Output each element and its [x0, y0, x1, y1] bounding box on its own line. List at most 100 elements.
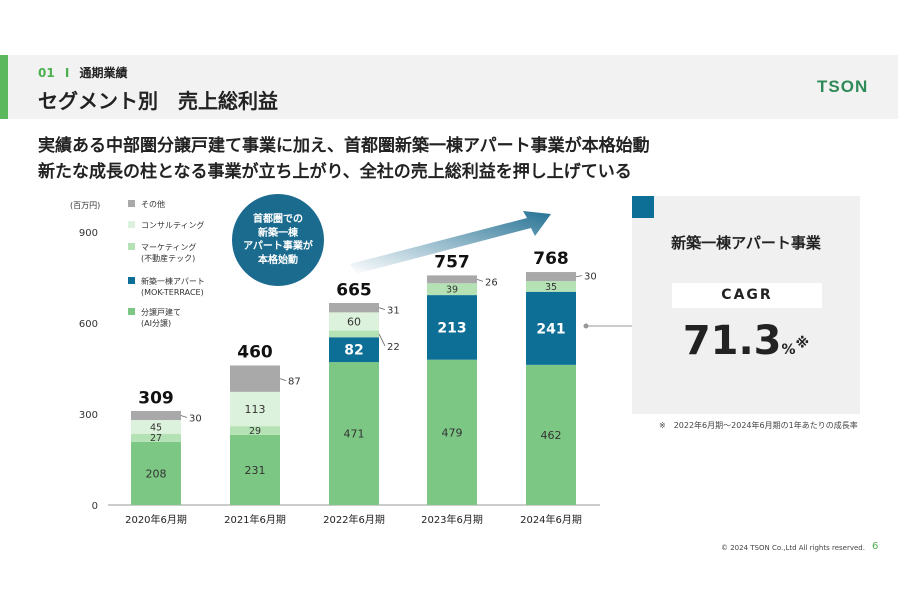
- section-separator: I: [64, 66, 70, 80]
- x-tick-label: 2020年6月期: [125, 513, 187, 526]
- data-label: 27: [150, 433, 162, 444]
- page-number: 6: [872, 541, 879, 552]
- page-title: セグメント別 売上総利益: [38, 89, 278, 113]
- data-label: 39: [446, 285, 458, 296]
- cagr-note-mark: ※: [795, 335, 810, 352]
- legend-label: その他: [141, 199, 165, 209]
- bar-segment: [230, 426, 280, 435]
- cagr-value: 71.3%※: [632, 318, 860, 364]
- legend-label: コンサルティング: [141, 220, 205, 230]
- bar-segment: [427, 283, 477, 296]
- bar-segment: [131, 441, 181, 505]
- panel-title: 新築一棟アパート事業: [671, 234, 821, 252]
- x-tick-label: 2024年6月期: [520, 513, 582, 526]
- bar-segment: [329, 330, 379, 338]
- total-label: 757: [434, 252, 470, 272]
- leader-line: [378, 333, 386, 347]
- data-label: 22: [387, 342, 400, 353]
- bar-segment: [230, 434, 280, 505]
- callout-line: 本格始動: [258, 254, 298, 266]
- headline-line-2: 新たな成長の柱となる事業が立ち上がり、全社の売上総利益を押し上げている: [38, 162, 632, 182]
- bar-segment: [427, 295, 477, 360]
- callout-line: 新築一棟: [258, 227, 298, 239]
- cagr-connector-dot: [583, 323, 589, 329]
- data-label: 231: [245, 464, 266, 477]
- legend-swatch: [128, 308, 135, 315]
- legend-swatch: [128, 243, 135, 250]
- leader-line: [476, 278, 484, 282]
- bar-segment: [526, 291, 576, 365]
- leader-line: [378, 307, 386, 311]
- tson-logo: TSON: [817, 77, 869, 96]
- legend-label: 新築一棟アパート: [141, 276, 205, 286]
- y-tick-label: 300: [79, 410, 98, 421]
- bar-segment: [329, 337, 379, 363]
- panel-marker: [632, 196, 654, 218]
- leader-line: [575, 275, 583, 277]
- legend-label: マーケティング: [141, 242, 196, 252]
- callout-line: 首都圏での: [253, 214, 303, 225]
- bar-segment: [230, 391, 280, 427]
- cagr-unit: %: [781, 342, 796, 358]
- data-label: 208: [146, 467, 167, 480]
- total-label: 665: [336, 280, 372, 300]
- data-label: 60: [347, 315, 361, 328]
- legend-swatch: [128, 277, 135, 284]
- cagr-label: CAGR: [672, 283, 822, 308]
- total-label: 768: [533, 249, 569, 269]
- header-accent-bar: [0, 55, 8, 119]
- data-label: 35: [545, 282, 557, 293]
- bar-segment: [329, 312, 379, 331]
- callout-line: アパート事業が: [243, 241, 313, 252]
- legend-label: (不動産テック): [141, 253, 195, 263]
- data-label: 479: [442, 426, 463, 439]
- y-tick-label: 600: [79, 319, 98, 330]
- header-band: [0, 55, 898, 119]
- cagr-footnote: ※ 2022年6月期～2024年6月期の1年あたりの成長率: [659, 421, 858, 430]
- bar-segment: [526, 281, 576, 292]
- bar-segment: [230, 365, 280, 392]
- bar-segment: [329, 302, 379, 313]
- total-label: 460: [237, 342, 273, 362]
- legend-label: (MOK-TERRACE): [141, 288, 204, 297]
- data-label: 29: [249, 426, 261, 437]
- total-label: 309: [138, 388, 174, 408]
- data-label: 30: [189, 414, 202, 425]
- x-tick-label: 2022年6月期: [323, 513, 385, 526]
- callout-bubble: 首都圏での 新築一棟 アパート事業が 本格始動: [232, 194, 324, 286]
- legend-swatch: [128, 221, 135, 228]
- y-unit-label: (百万円): [70, 201, 100, 210]
- legend-swatch: [128, 200, 135, 207]
- data-label: 213: [437, 320, 466, 336]
- data-label: 26: [485, 277, 498, 288]
- section-label: 01 I 通期業績: [38, 64, 128, 81]
- bar-segment: [427, 359, 477, 505]
- copyright: © 2024 TSON Co.,Ltd All rights reserved.: [721, 544, 865, 552]
- data-label: 87: [288, 377, 301, 388]
- legend-label: (AI分譲): [141, 318, 171, 328]
- bar-segment: [329, 362, 379, 505]
- cagr-number: 71.3: [682, 318, 782, 364]
- data-label: 462: [541, 429, 562, 442]
- section-label-text: 通期業績: [79, 66, 128, 80]
- data-label: 82: [344, 343, 363, 359]
- data-label: 30: [584, 272, 597, 283]
- x-tick-label: 2021年6月期: [224, 513, 286, 526]
- bar-segment: [131, 420, 181, 434]
- leader-line: [279, 378, 287, 382]
- data-label: 241: [536, 321, 565, 337]
- bar-segment: [131, 433, 181, 442]
- bar-segment: [131, 410, 181, 421]
- data-label: 45: [150, 422, 162, 433]
- bar-segment: [427, 275, 477, 284]
- data-label: 31: [387, 306, 400, 317]
- data-label: 471: [344, 428, 365, 441]
- headline-line-1: 実績ある中部圏分譲戸建て事業に加え、首都圏新築一棟アパート事業が本格始動: [38, 136, 650, 156]
- bar-segment: [526, 272, 576, 282]
- data-label: 113: [245, 403, 266, 416]
- legend-label: 分譲戸建て: [141, 307, 181, 317]
- leader-line: [180, 415, 188, 418]
- growth-arrow: [350, 211, 551, 274]
- bar-segment: [526, 364, 576, 505]
